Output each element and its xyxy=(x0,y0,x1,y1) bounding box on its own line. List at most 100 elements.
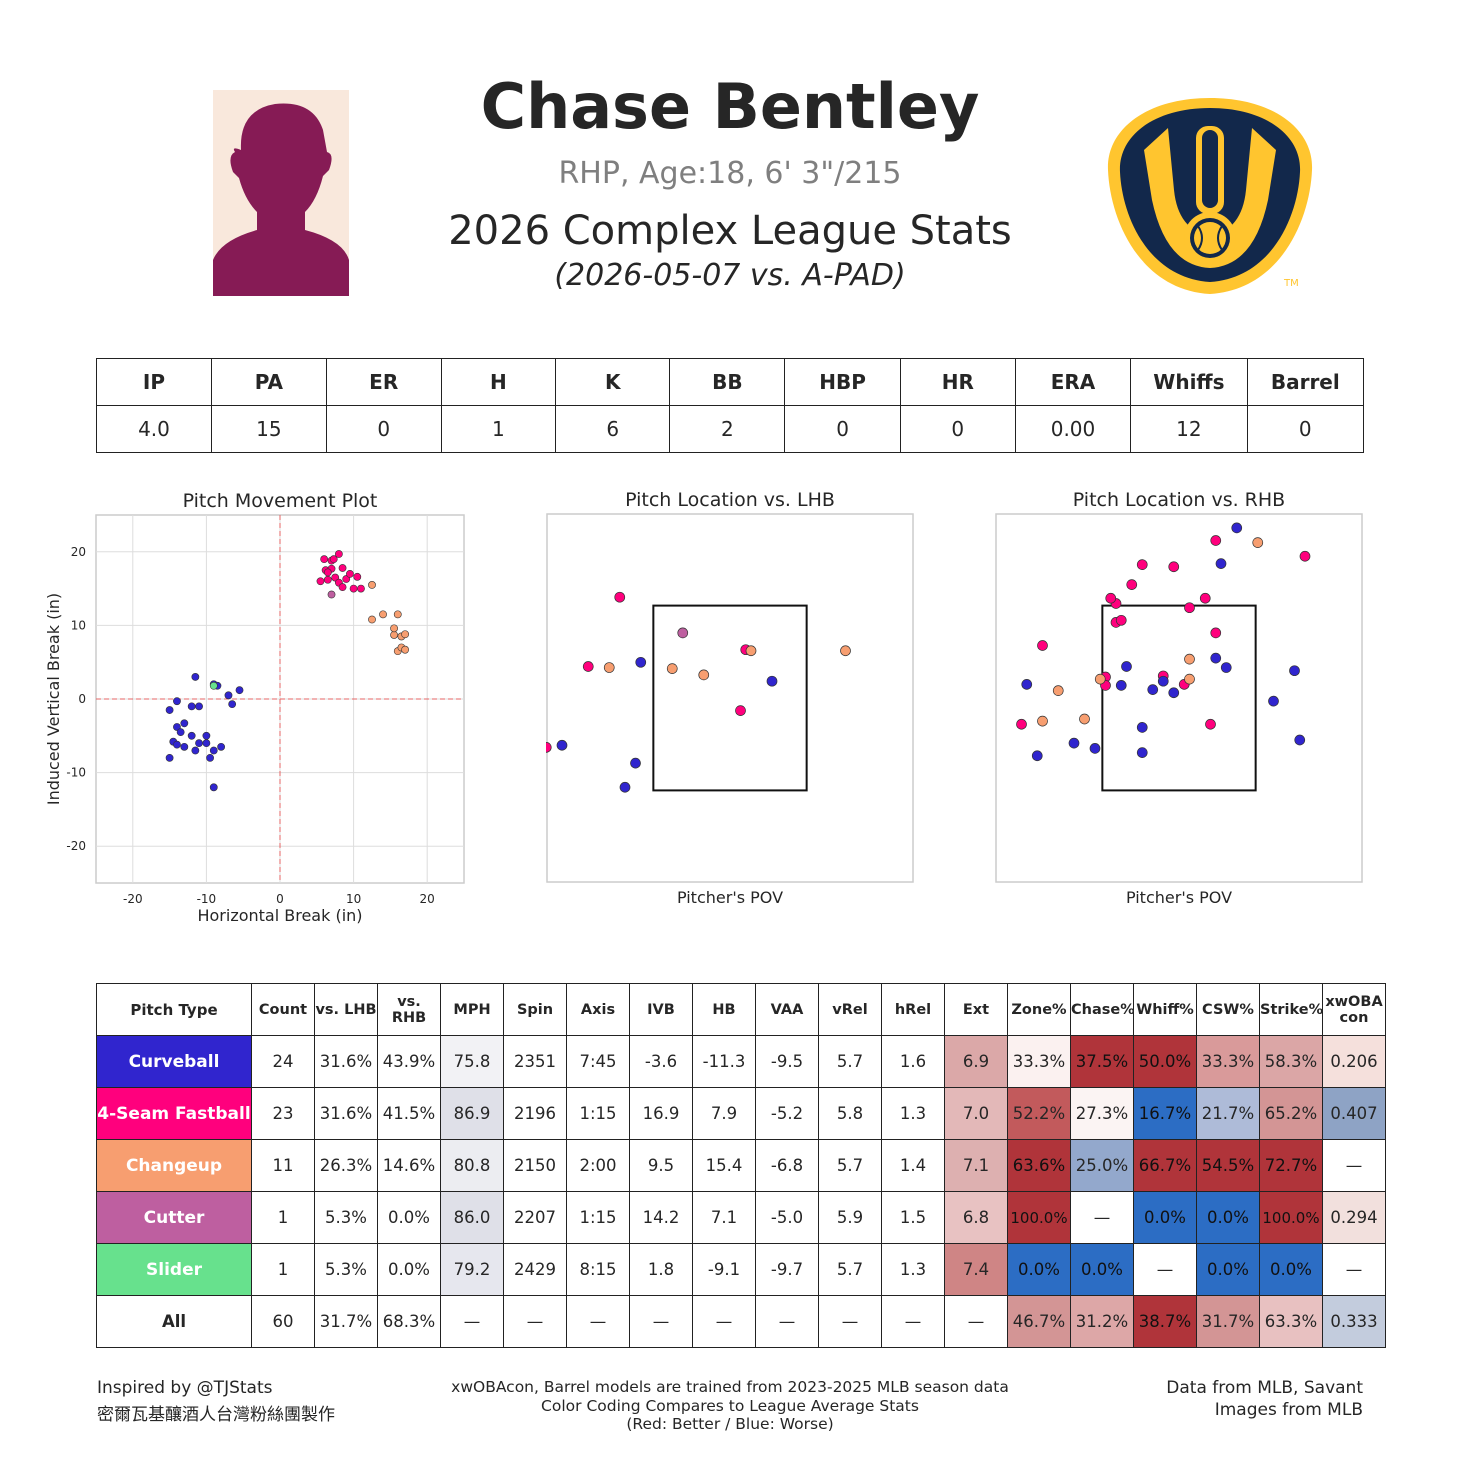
pitch-metric-cell: 38.7% xyxy=(1133,1295,1197,1348)
rhb-pitch-point-four_seam xyxy=(1168,561,1180,573)
rhb-pitch-point-four_seam xyxy=(1037,640,1048,651)
footer-credit-line-2: 密爾瓦基釀酒人台灣粉絲團製作 xyxy=(97,1405,335,1425)
pitch-metric-cell: 6.8 xyxy=(944,1191,1008,1244)
pitch-row-all: All 60 31.7% 68.3% — — — — — — — — —46.7% 31.2% 38.7% 3… xyxy=(96,1295,1386,1348)
movement-point-four_seam xyxy=(346,569,354,578)
movement-point-curveball xyxy=(165,706,174,714)
pitch-metric-cell: 2150 xyxy=(503,1139,567,1192)
rhb-pitch-point-curveball xyxy=(1294,734,1306,746)
pitch-metric-cell: 79.2 xyxy=(440,1243,504,1296)
footer-note-2: Color Coding Compares to League Average … xyxy=(541,1396,919,1415)
movement-point-curveball xyxy=(173,740,181,749)
rhb-pitch-point-curveball xyxy=(1215,558,1227,569)
movement-point-four_seam xyxy=(316,577,325,586)
movement-point-changeup xyxy=(393,610,402,619)
pitch-col-header-0: Pitch Type xyxy=(96,983,252,1036)
pitch-metric-cell: 1 xyxy=(251,1191,315,1244)
pitch-metrics-table: Pitch Type Count vs. LHB vs. RHB MPH Spin Axis… xyxy=(96,983,1386,1348)
lhb-pitch-point-four_seam xyxy=(582,661,594,672)
pitch-type-cell: All xyxy=(96,1295,252,1348)
pitch-metric-cell: 7:45 xyxy=(566,1035,630,1088)
rhb-pitch-point-curveball xyxy=(1157,675,1169,687)
pitch-metric-cell: 0.294 xyxy=(1322,1191,1386,1244)
pitch-metric-cell: 23 xyxy=(251,1087,315,1140)
rhb-pitch-point-changeup xyxy=(1252,537,1264,548)
pitch-metric-cell: 31.7% xyxy=(314,1295,378,1348)
rhb-pitch-point-four_seam xyxy=(1136,559,1148,571)
rhb-pitch-point-curveball xyxy=(1210,652,1222,664)
pitch-metric-cell: 8:15 xyxy=(566,1243,630,1296)
rhb-pitch-point-changeup xyxy=(1184,653,1195,665)
rhb-plot-title: Pitch Location vs. RHB xyxy=(1072,489,1286,511)
movement-point-four_seam xyxy=(338,564,347,572)
rhb-pitch-point-four_seam xyxy=(1105,592,1117,604)
pitch-metric-cell: 52.2% xyxy=(1007,1087,1071,1140)
rhb-pitch-point-curveball xyxy=(1031,750,1043,762)
lhb-plot-title: Pitch Location vs. LHB xyxy=(625,489,835,511)
pitch-metric-cell: -5.2 xyxy=(755,1087,819,1140)
rhb-pitch-point-four_seam xyxy=(1016,718,1027,730)
x-tick-label: 0 xyxy=(276,892,284,906)
pitch-metric-cell: 58.3% xyxy=(1259,1035,1323,1088)
pitch-metric-cell: 86.9 xyxy=(440,1087,504,1140)
pitch-metric-cell: 1.3 xyxy=(881,1243,945,1296)
pitch-metric-cell: 1.3 xyxy=(881,1087,945,1140)
movement-point-curveball xyxy=(228,700,237,709)
pitch-row-slider: Slider 1 5.3% 0.0% 79.2 2429 8:15 1.8 -9.1 -9.7 5.… xyxy=(96,1243,1386,1296)
pitch-metric-cell: — xyxy=(503,1295,567,1348)
pitch-metric-cell: 0.407 xyxy=(1322,1087,1386,1140)
pitch-type-cell: Curveball xyxy=(96,1035,252,1088)
pitch-metric-cell: 9.5 xyxy=(629,1139,693,1192)
pitch-metric-cell: — xyxy=(440,1295,504,1348)
lhb-strike-zone xyxy=(652,604,808,792)
x-tick-label: -20 xyxy=(123,892,143,906)
pitch-row-changeup: Changeup 11 26.3% 14.6% 80.8 2150 2:00 9.5 15.4-… xyxy=(96,1139,1386,1192)
x-tick-label: -10 xyxy=(197,892,217,906)
movement-point-curveball xyxy=(180,719,189,728)
pitch-metric-cell: 63.3% xyxy=(1259,1295,1323,1348)
y-tick-label: 20 xyxy=(71,545,86,559)
stat-header-ip: IP xyxy=(96,358,212,406)
pitch-metric-cell: 25.0% xyxy=(1070,1139,1134,1192)
stat-line-value-row: 4.0 15 0 1 6 2 0 0 0.00 12 0 xyxy=(96,405,1365,453)
pitch-metric-cell: -11.3 xyxy=(692,1035,756,1088)
pitch-col-header-12: Ext xyxy=(944,983,1008,1036)
pitch-metric-cell: 1.8 xyxy=(629,1243,693,1296)
lhb-plot-frame xyxy=(546,513,914,883)
pitch-metric-cell: — xyxy=(1322,1243,1386,1296)
stat-header-hbp: HBP xyxy=(784,358,901,406)
pitch-metric-cell: 5.3% xyxy=(314,1243,378,1296)
pitch-metric-cell: 80.8 xyxy=(440,1139,504,1192)
stat-value-whiffs: 12 xyxy=(1130,405,1248,453)
movement-point-curveball xyxy=(202,731,211,740)
lhb-pitch-point-curveball xyxy=(766,675,778,687)
pitch-col-header-10: vRel xyxy=(818,983,882,1036)
rhb-pitch-point-changeup xyxy=(1094,673,1106,685)
stat-value-er: 0 xyxy=(325,405,442,453)
rhb-pitch-point-four_seam xyxy=(1184,602,1195,614)
y-axis-label: Induced Vertical Break (in) xyxy=(44,593,63,805)
stat-header-era: ERA xyxy=(1014,358,1132,406)
pitch-metric-cell: 15.4 xyxy=(692,1139,756,1192)
movement-point-changeup xyxy=(368,581,376,589)
pitch-row-curveball: Curveball 24 31.6% 43.9% 75.8 2351 7:45 -3.6 -11… xyxy=(96,1035,1386,1088)
stat-header-er: ER xyxy=(325,358,442,406)
pitch-metric-cell: 7.0 xyxy=(944,1087,1008,1140)
movement-point-changeup xyxy=(390,624,398,633)
pitch-metric-cell: 27.3% xyxy=(1070,1087,1134,1140)
movement-point-changeup xyxy=(379,610,387,619)
pitch-metric-cell: -6.8 xyxy=(755,1139,819,1192)
lhb-pitch-point-changeup xyxy=(603,662,615,673)
pitch-metric-cell: — xyxy=(1133,1243,1197,1296)
pitch-metric-cell: 2196 xyxy=(503,1087,567,1140)
stat-value-hbp: 0 xyxy=(784,405,901,453)
pitch-metric-cell: 2429 xyxy=(503,1243,567,1296)
rhb-pitch-point-changeup xyxy=(1052,685,1064,696)
pitch-row-cutter: Cutter 1 5.3% 0.0% 86.0 2207 1:15 14.2 7.1 -5.0 5.… xyxy=(96,1191,1386,1244)
lhb-pitch-point-curveball xyxy=(556,739,568,751)
lhb-pov-label: Pitcher's POV xyxy=(677,888,783,907)
movement-point-changeup xyxy=(390,631,398,639)
rhb-pitch-point-curveball xyxy=(1136,722,1148,733)
lhb-pitch-point-changeup xyxy=(840,645,851,657)
pitch-metric-cell: 7.4 xyxy=(944,1243,1008,1296)
